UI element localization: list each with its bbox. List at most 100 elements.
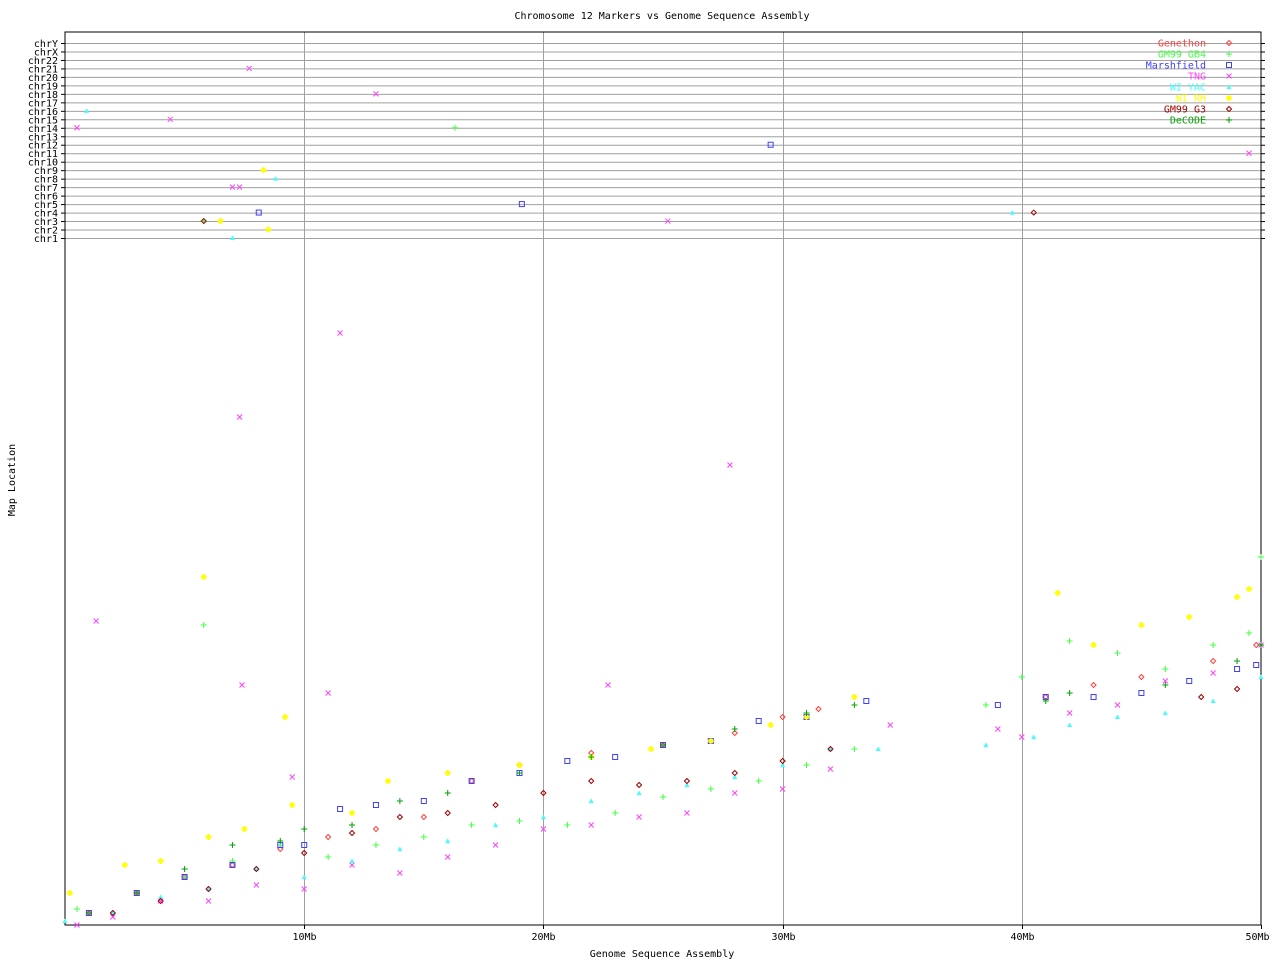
data-point — [493, 822, 499, 827]
data-point — [588, 822, 595, 828]
data-point — [779, 786, 786, 792]
data-point — [1114, 650, 1121, 656]
y-tick-label: chr3 — [34, 217, 58, 228]
data-point — [995, 726, 1001, 732]
data-point — [325, 690, 331, 696]
data-point — [85, 910, 92, 916]
axes: chrYchrXchr22chr21chr20chr19chr18chr17ch… — [28, 31, 1270, 943]
data-point — [612, 754, 619, 760]
y-tick-label: chr4 — [34, 209, 58, 220]
series-gm99-gb4 — [73, 124, 1264, 912]
data-point — [1162, 710, 1168, 715]
data-point — [1018, 674, 1025, 680]
data-point — [349, 858, 355, 863]
data-point — [253, 882, 260, 888]
data-point — [588, 798, 594, 803]
legend-marker — [1225, 105, 1233, 113]
y-tick-label: chr1 — [34, 234, 58, 245]
data-point — [851, 702, 858, 708]
data-point — [540, 789, 547, 797]
data-point — [396, 798, 403, 804]
off-chromosome-point — [229, 235, 235, 240]
y-tick-label: chr2 — [34, 226, 58, 237]
y-tick-label: chrY — [34, 39, 58, 50]
data-point — [337, 806, 344, 812]
data-point — [803, 714, 810, 720]
data-point — [372, 842, 379, 848]
data-point — [827, 745, 834, 753]
off-chromosome-point — [217, 218, 224, 225]
data-point — [727, 462, 733, 468]
data-point — [731, 769, 738, 777]
data-point — [1233, 685, 1241, 693]
data-point — [301, 886, 308, 892]
data-point — [707, 786, 714, 792]
x-tick-label: 20Mb — [531, 932, 555, 943]
off-chromosome-point — [1246, 150, 1252, 157]
y-tick-label: chr16 — [28, 107, 58, 118]
y-tick-label: chr12 — [28, 141, 58, 152]
plot-frame — [64, 31, 1262, 926]
legend-marker — [1225, 39, 1233, 47]
x-tick-label: 40Mb — [1010, 932, 1034, 943]
data-point — [1031, 734, 1037, 739]
series-decode — [85, 642, 1264, 916]
data-point — [588, 777, 595, 785]
data-point — [301, 826, 308, 832]
data-point — [349, 862, 355, 868]
x-tick-label: 50Mb — [1245, 932, 1269, 943]
data-point — [229, 862, 236, 868]
data-point — [241, 826, 248, 832]
data-point — [731, 729, 738, 737]
data-point — [109, 909, 117, 917]
data-point — [1114, 702, 1121, 708]
off-chromosome-point — [1009, 210, 1015, 215]
data-point — [982, 702, 989, 708]
data-point — [779, 713, 786, 721]
series-genethon — [85, 641, 1260, 917]
legend-label: Genethon — [1158, 39, 1206, 50]
data-point — [181, 866, 188, 872]
off-chromosome-point — [74, 124, 80, 131]
data-point — [444, 854, 451, 860]
data-point — [1090, 681, 1097, 689]
data-point — [1258, 674, 1264, 679]
data-point — [109, 914, 116, 920]
data-point — [636, 814, 642, 820]
off-chromosome-point — [664, 218, 671, 224]
data-point — [1138, 622, 1145, 628]
data-point — [1066, 638, 1073, 644]
legend-label: WI RH — [1176, 94, 1206, 105]
data-point — [564, 758, 571, 764]
data-point — [420, 798, 427, 804]
series-gm99-g3 — [109, 209, 1241, 917]
data-point — [468, 822, 475, 828]
data-point — [1186, 678, 1193, 684]
data-point — [397, 870, 403, 876]
data-point — [492, 801, 499, 809]
y-tick-label: chr6 — [34, 192, 58, 203]
data-point — [384, 778, 391, 784]
data-point — [827, 766, 834, 772]
off-chromosome-point — [84, 108, 90, 113]
data-point — [660, 794, 666, 800]
data-point — [444, 809, 451, 817]
data-point — [684, 782, 690, 787]
legend-marker — [1226, 95, 1232, 101]
data-point — [157, 897, 164, 905]
data-point — [983, 742, 989, 747]
legend-label: DeCODE — [1170, 116, 1206, 127]
data-point — [612, 810, 619, 816]
off-chromosome-point — [167, 116, 174, 123]
data-point — [282, 714, 289, 720]
data-point — [229, 842, 236, 848]
data-point — [74, 922, 80, 928]
data-point — [205, 885, 212, 893]
off-chromosome-point — [246, 65, 253, 72]
y-tick-label: chrX — [34, 47, 58, 58]
legend-label: GM99 G3 — [1164, 105, 1206, 116]
data-point — [636, 790, 642, 795]
data-point — [1253, 641, 1260, 649]
y-axis-label: Map Location — [7, 444, 18, 516]
